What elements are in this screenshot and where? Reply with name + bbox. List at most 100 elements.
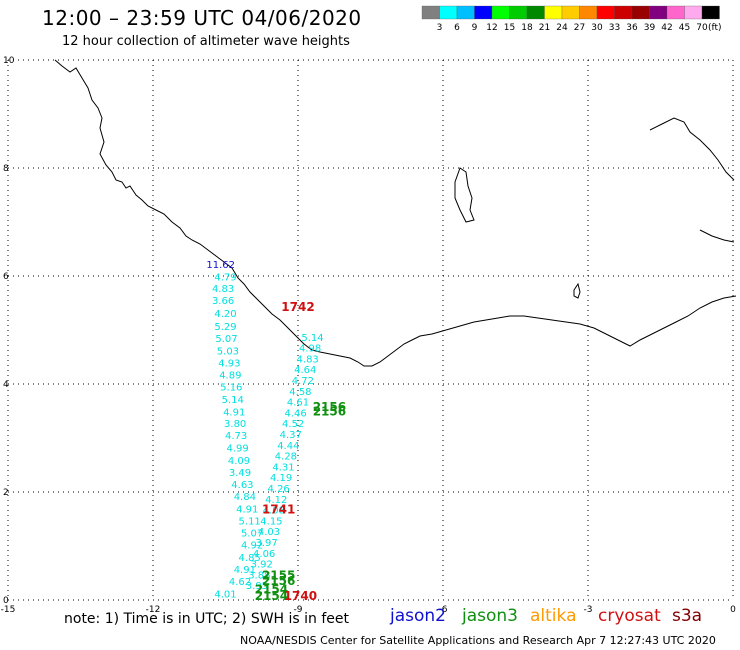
- wave-height-label: 4.61: [287, 398, 309, 409]
- legend-cryosat: cryosat: [598, 606, 661, 626]
- colorbar-swatch: [509, 5, 528, 20]
- wave-height-label: 4.85: [239, 553, 261, 564]
- colorbar-label: 39: [644, 23, 656, 33]
- wave-height-label: 11.62: [206, 260, 235, 271]
- colorbar-swatch: [544, 5, 563, 20]
- wave-height-label: 4.26: [268, 484, 290, 495]
- wave-height-label: 4.79: [214, 272, 236, 283]
- y-tick-label: 4: [3, 380, 9, 390]
- wave-height-label: 4.15: [260, 516, 282, 527]
- pass-time-label: 1741: [262, 503, 295, 517]
- pass-time-label: 1742: [281, 300, 314, 314]
- wave-height-label: 4.83: [212, 284, 234, 295]
- wave-height-label: 4.62: [229, 577, 251, 588]
- colorbar-label: 33: [609, 23, 620, 33]
- wave-height-label: 4.89: [219, 371, 241, 382]
- chart-subtitle: 12 hour collection of altimeter wave hei…: [62, 34, 350, 49]
- colorbar-swatch: [456, 5, 475, 20]
- coastline-main: [54, 59, 737, 367]
- grid-lines: [7, 59, 734, 601]
- colorbar: 3 6 9 12 15 18 21 24 27 30 33 36 39 42 45 70 (ft): [421, 5, 722, 33]
- credit-line: NOAA/NESDIS Center for Satellite Applica…: [240, 634, 716, 647]
- wave-height-label: 4.91: [236, 505, 258, 516]
- wave-height-label: 4.03: [258, 527, 280, 538]
- wave-height-label: 5.14: [301, 333, 323, 344]
- wave-height-label: 4.52: [282, 419, 304, 430]
- colorbar-label: 27: [574, 23, 585, 33]
- wave-height-label: 4.28: [275, 452, 297, 463]
- wave-height-label: 4.93: [218, 359, 240, 370]
- wave-height-label: 4.73: [225, 431, 247, 442]
- colorbar-label: 42: [661, 23, 672, 33]
- wave-height-label: 5.16: [220, 382, 242, 393]
- legend-altika: altika: [530, 606, 577, 626]
- wave-height-label: 4.20: [214, 309, 236, 320]
- pass-time-label: 2154: [255, 589, 288, 603]
- colorbar-label: 15: [504, 23, 515, 33]
- wave-height-label: 5.14: [222, 395, 244, 406]
- colorbar-label: 12: [486, 23, 497, 33]
- colorbar-swatch: [701, 5, 720, 20]
- wave-height-label: 5.29: [214, 322, 236, 333]
- pass-time-label: 1740: [284, 589, 317, 603]
- wave-height-label: 5.11: [239, 516, 261, 527]
- colorbar-swatch: [421, 5, 440, 20]
- wave-height-label: 4.63: [231, 480, 253, 491]
- colorbar-swatch: [666, 5, 685, 20]
- footer-note: note: 1) Time is in UTC; 2) SWH is in fe…: [64, 611, 350, 627]
- wave-height-label: 4.91: [234, 565, 256, 576]
- colorbar-swatch: [526, 5, 545, 20]
- wave-height-label: 3.92: [251, 560, 273, 571]
- colorbar-swatch: [631, 5, 650, 20]
- colorbar-swatch: [579, 5, 598, 20]
- colorbar-swatch: [596, 5, 615, 20]
- colorbar-swatch: [614, 5, 633, 20]
- wave-height-label: 4.37: [280, 430, 302, 441]
- wave-height-label: 4.98: [299, 344, 321, 355]
- wave-height-label: 4.92: [241, 541, 263, 552]
- y-tick-label: 8: [3, 164, 9, 174]
- pass-time-label: 2156: [262, 574, 295, 588]
- colorbar-label: 70: [696, 23, 708, 33]
- coastline-lake: [454, 167, 475, 223]
- pass-time-label: 2156: [313, 404, 346, 418]
- wave-height-label: 4.58: [289, 387, 311, 398]
- wave-height-label: 4.44: [277, 441, 299, 452]
- wave-height-label: 4.72: [292, 376, 314, 387]
- wave-height-label: 4.06: [253, 549, 275, 560]
- wave-height-label: 4.19: [270, 473, 292, 484]
- wave-height-label: 4.46: [284, 408, 306, 419]
- colorbar-label: 45: [679, 23, 690, 33]
- y-tick-label: 2: [3, 488, 9, 498]
- pass-time-label: 2155: [262, 568, 295, 582]
- coastline: [54, 59, 737, 367]
- wave-height-label: 3.66: [212, 296, 234, 307]
- pass-time-label: 2156: [313, 400, 346, 414]
- y-tick-label: 0: [3, 596, 9, 606]
- wave-height-label: 3.80: [224, 419, 246, 430]
- axis-ticks: -15 -12 -9 -6 -3 0 0 2 4 6 8 10: [1, 56, 736, 615]
- x-tick-label: -15: [1, 605, 16, 615]
- wave-height-label: 4.99: [226, 444, 248, 455]
- x-tick-label: 0: [730, 605, 736, 615]
- y-tick-label: 6: [3, 272, 9, 282]
- wave-height-label: 4.08: [263, 506, 285, 517]
- colorbar-swatch: [649, 5, 668, 20]
- colorbar-swatch: [474, 5, 493, 20]
- colorbar-swatch: [491, 5, 510, 20]
- x-tick-label: -12: [146, 605, 161, 615]
- colorbar-swatch: [561, 5, 580, 20]
- colorbar-label: 18: [521, 23, 533, 33]
- wave-height-label: 5.07: [241, 528, 263, 539]
- x-tick-label: -3: [584, 605, 593, 615]
- legend-s3a: s3a: [672, 606, 703, 626]
- colorbar-swatch: [684, 5, 703, 20]
- x-tick-label: -6: [439, 605, 448, 615]
- wave-height-label: 5.07: [215, 334, 237, 345]
- coastline-island-north: [649, 117, 735, 243]
- wave-height-label: 3.88: [248, 570, 270, 581]
- wave-height-label: 3.49: [229, 468, 251, 479]
- coastline-islet: [573, 282, 581, 299]
- colorbar-label: 36: [626, 23, 638, 33]
